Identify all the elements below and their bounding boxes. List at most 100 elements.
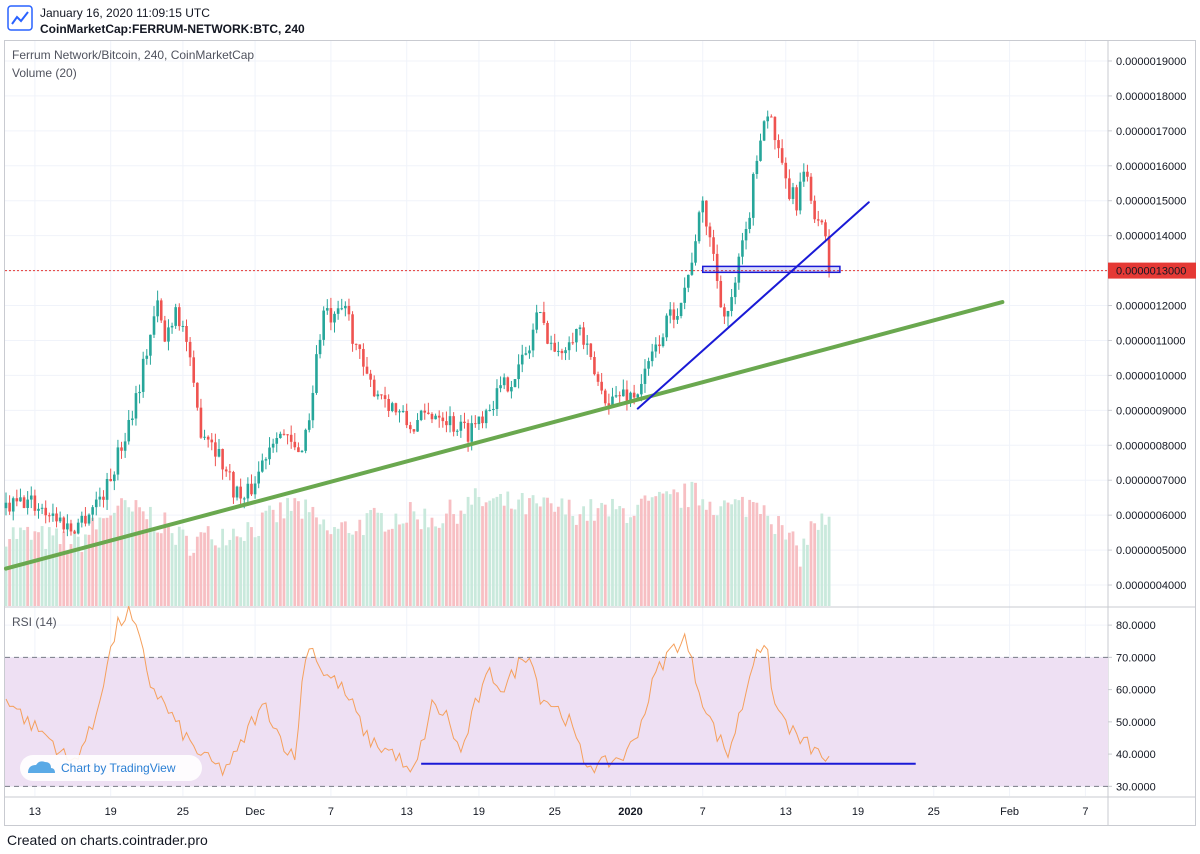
tradingview-watermark[interactable]: Chart by TradingView [20, 755, 202, 781]
green-uptrend-line[interactable] [4, 300, 1005, 571]
chart-title: Ferrum Network/Bitcoin, 240, CoinMarketC… [12, 48, 254, 62]
candle-body [665, 315, 668, 338]
price-tick-label: 0.0000006000 [1116, 510, 1186, 522]
candle-body [658, 344, 661, 347]
candle-body [242, 498, 246, 500]
volume-bar [661, 493, 665, 606]
volume-bar [159, 533, 163, 606]
volume-bar [347, 533, 351, 606]
volume-bar [654, 496, 658, 606]
volume-bar [365, 513, 369, 606]
candle-body [647, 361, 650, 369]
candle-body [499, 385, 502, 389]
volume-bar [246, 522, 250, 606]
volume-bar [253, 537, 257, 606]
candle-body [730, 297, 733, 311]
candle-body [163, 320, 167, 342]
volume-bar [441, 523, 445, 606]
support-rectangle[interactable] [701, 265, 841, 274]
volume-bar [488, 500, 492, 606]
blue-uptrend-line[interactable] [636, 201, 870, 410]
candle-body [701, 200, 705, 213]
candle-body [466, 422, 470, 442]
candle-body [488, 409, 492, 411]
candle-body [217, 448, 221, 457]
candle-body [51, 513, 55, 516]
candle-body [546, 322, 549, 344]
volume-bar [596, 508, 600, 606]
candle-body [188, 341, 192, 358]
rsi-tick-label: 50.0000 [1116, 717, 1156, 729]
candle-body [578, 327, 582, 330]
candle-body [542, 312, 546, 323]
volume-bar [376, 512, 380, 606]
volume-bar [387, 529, 391, 606]
candle-body [502, 377, 506, 386]
candle-body [585, 343, 589, 345]
volume-bar [477, 497, 481, 606]
price-tick-label: 0.0000015000 [1116, 196, 1186, 208]
candle-body [69, 523, 73, 532]
volume-bar [499, 493, 502, 606]
volume-bar [712, 515, 715, 606]
volume-bar [733, 499, 737, 606]
candle-body [474, 423, 477, 425]
volume-bar [307, 512, 311, 606]
candle-body [98, 496, 102, 500]
volume-bar [145, 519, 149, 606]
candle-body [372, 379, 376, 397]
volume-bar [806, 544, 809, 606]
candle-body [105, 479, 109, 500]
volume-bar [37, 532, 40, 606]
volume-bar [188, 555, 192, 606]
candle-body [279, 433, 282, 439]
volume-bar [87, 534, 91, 606]
price-tick-label: 0.0000007000 [1116, 475, 1186, 487]
candle-body [224, 469, 228, 472]
volume-bar [686, 507, 690, 606]
candle-body [159, 300, 163, 321]
volume-bar [708, 501, 712, 606]
time-tick-label: 7 [328, 806, 334, 818]
volume-bar [141, 511, 145, 606]
candle-body [412, 429, 416, 432]
volume-bar [51, 535, 55, 606]
volume-bar [528, 498, 531, 606]
candle-body [622, 389, 625, 397]
volume-bar [203, 532, 206, 606]
candle-body [221, 448, 224, 470]
volume-bar [221, 528, 224, 606]
candle-body [109, 479, 112, 482]
volume-bar [643, 495, 647, 606]
candle-body [145, 355, 149, 359]
volume-bar [22, 530, 26, 606]
volume-bar [235, 536, 239, 606]
volume-bar [149, 506, 152, 606]
volume-bar [351, 534, 354, 606]
volume-bar [437, 527, 441, 606]
volume-bar [329, 534, 333, 606]
candle-body [744, 228, 748, 241]
volume-bar [224, 545, 228, 606]
candle-body [470, 423, 473, 442]
volume-bar [26, 526, 30, 606]
candle-body [94, 499, 98, 508]
volume-bar [759, 514, 762, 606]
volume-bar [398, 524, 401, 606]
volume-bar [611, 498, 614, 606]
candle-body [726, 310, 730, 317]
candle-body [441, 417, 445, 422]
candle-body [679, 302, 683, 317]
candle-body [492, 408, 495, 410]
candle-body [102, 496, 105, 500]
snapshot-date: January 16, 2020 11:09:15 UTC [40, 6, 210, 20]
volume-bar [177, 526, 181, 606]
volume-bar [8, 539, 12, 606]
candle-body [185, 325, 188, 342]
time-tick-label: 25 [177, 806, 189, 818]
candle-body [733, 282, 737, 298]
candle-body [58, 517, 62, 522]
candle-body [463, 421, 466, 423]
price-tick-label: 0.0000012000 [1116, 301, 1186, 313]
